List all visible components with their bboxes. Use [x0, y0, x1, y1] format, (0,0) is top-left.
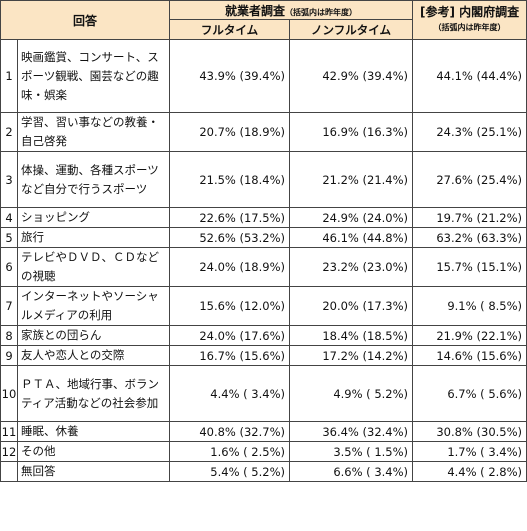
row-ref: 14.6% (15.6%) — [412, 345, 527, 366]
row-full: 20.7% (18.9%) — [169, 112, 291, 152]
table-row: 7 インターネットやソーシャルメディアの利用 15.6% (12.0%) 20.0% … — [0, 286, 527, 326]
survey-table: 回答 就業者調査（括弧内は昨年度） [参考] 内閣府調査 （括弧内は昨年度） フ… — [0, 0, 527, 482]
row-ref: 6.7% ( 5.6%) — [412, 365, 527, 422]
row-ref: 63.2% (63.3%) — [412, 227, 527, 248]
row-full: 16.7% (15.6%) — [169, 345, 291, 366]
header-nonfull: ノンフルタイム — [289, 19, 414, 40]
table-row: 4 ショッピング 22.6% (17.5%) 24.9% (24.0%) 19.7% (… — [0, 207, 527, 228]
row-item: 旅行 — [16, 227, 171, 248]
header-survey: 就業者調査（括弧内は昨年度） — [169, 0, 414, 20]
row-full: 15.6% (12.0%) — [169, 286, 291, 326]
row-ref: 21.9% (22.1%) — [412, 325, 527, 346]
row-ref: 19.7% (21.2%) — [412, 207, 527, 228]
row-ref: 1.7% ( 3.4%) — [412, 441, 527, 462]
table-row: 1 映画鑑賞、コンサート、スポーツ観戦、園芸などの趣味・娯楽 43.9% (39.4… — [0, 39, 527, 113]
row-number: 8 — [0, 325, 18, 346]
row-number: 7 — [0, 286, 18, 326]
row-nonfull: 42.9% (39.4%) — [289, 39, 414, 113]
table-row: 11 睡眠、休養 40.8% (32.7%) 36.4% (32.4%) 30.8% (… — [0, 421, 527, 442]
row-item: 体操、運動、各種スポーツなど自分で行うスポーツ — [16, 151, 171, 208]
row-full: 21.5% (18.4%) — [169, 151, 291, 208]
row-nonfull: 21.2% (21.4%) — [289, 151, 414, 208]
row-full: 52.6% (53.2%) — [169, 227, 291, 248]
row-number — [0, 461, 18, 482]
row-full: 24.0% (18.9%) — [169, 247, 291, 287]
table-row: 無回答 5.4% ( 5.2%) 6.6% ( 3.4%) 4.4% ( 2.8%) — [0, 461, 527, 482]
row-number: 2 — [0, 112, 18, 152]
row-nonfull: 18.4% (18.5%) — [289, 325, 414, 346]
row-item: 友人や恋人との交際 — [16, 345, 171, 366]
row-number: 6 — [0, 247, 18, 287]
row-number: 4 — [0, 207, 18, 228]
row-nonfull: 23.2% (23.0%) — [289, 247, 414, 287]
row-full: 1.6% ( 2.5%) — [169, 441, 291, 462]
row-number: 5 — [0, 227, 18, 248]
header-ref: [参考] 内閣府調査 （括弧内は昨年度） — [412, 0, 527, 40]
row-full: 43.9% (39.4%) — [169, 39, 291, 113]
row-full: 22.6% (17.5%) — [169, 207, 291, 228]
row-number: 12 — [0, 441, 18, 462]
row-number: 1 — [0, 39, 18, 113]
header-full: フルタイム — [169, 19, 291, 40]
row-item: 睡眠、休養 — [16, 421, 171, 442]
row-number: 11 — [0, 421, 18, 442]
row-full: 5.4% ( 5.2%) — [169, 461, 291, 482]
row-item: テレビやＤＶＤ、ＣＤなどの視聴 — [16, 247, 171, 287]
table-row: 5 旅行 52.6% (53.2%) 46.1% (44.8%) 63.2% (63.3… — [0, 227, 527, 248]
row-ref: 30.8% (30.5%) — [412, 421, 527, 442]
row-item: ＰＴＡ、地域行事、ボランティア活動などの社会参加 — [16, 365, 171, 422]
row-ref: 44.1% (44.4%) — [412, 39, 527, 113]
row-nonfull: 3.5% ( 1.5%) — [289, 441, 414, 462]
table-row: 2 学習、習い事などの教養・自己啓発 20.7% (18.9%) 16.9% (16.… — [0, 112, 527, 152]
row-nonfull: 20.0% (17.3%) — [289, 286, 414, 326]
row-number: 3 — [0, 151, 18, 208]
row-item: その他 — [16, 441, 171, 462]
header-ref-note: （括弧内は昨年度） — [433, 23, 506, 32]
row-ref: 24.3% (25.1%) — [412, 112, 527, 152]
row-nonfull: 17.2% (14.2%) — [289, 345, 414, 366]
row-ref: 15.7% (15.1%) — [412, 247, 527, 287]
header-survey-note: （括弧内は昨年度） — [285, 7, 358, 17]
row-item: 映画鑑賞、コンサート、スポーツ観戦、園芸などの趣味・娯楽 — [16, 39, 171, 113]
row-ref: 27.6% (25.4%) — [412, 151, 527, 208]
row-nonfull: 16.9% (16.3%) — [289, 112, 414, 152]
row-item: インターネットやソーシャルメディアの利用 — [16, 286, 171, 326]
row-nonfull: 6.6% ( 3.4%) — [289, 461, 414, 482]
row-number: 9 — [0, 345, 18, 366]
table-body: 1 映画鑑賞、コンサート、スポーツ観戦、園芸などの趣味・娯楽 43.9% (39.4… — [0, 39, 527, 482]
row-nonfull: 4.9% ( 5.2%) — [289, 365, 414, 422]
row-nonfull: 46.1% (44.8%) — [289, 227, 414, 248]
row-full: 40.8% (32.7%) — [169, 421, 291, 442]
row-full: 4.4% ( 3.4%) — [169, 365, 291, 422]
row-item: 家族との団らん — [16, 325, 171, 346]
table-row: 6 テレビやＤＶＤ、ＣＤなどの視聴 24.0% (18.9%) 23.2% (23.0… — [0, 247, 527, 287]
table-row: 10 ＰＴＡ、地域行事、ボランティア活動などの社会参加 4.4% ( 3.4%) 4.… — [0, 365, 527, 422]
row-number: 10 — [0, 365, 18, 422]
row-item: 無回答 — [16, 461, 171, 482]
table-row: 3 体操、運動、各種スポーツなど自分で行うスポーツ 21.5% (18.4%) 21.… — [0, 151, 527, 208]
header-survey-title: 就業者調査 — [225, 3, 286, 18]
row-nonfull: 24.9% (24.0%) — [289, 207, 414, 228]
row-ref: 9.1% ( 8.5%) — [412, 286, 527, 326]
table-row: 8 家族との団らん 24.0% (17.6%) 18.4% (18.5%) 21.9% … — [0, 325, 527, 346]
header-ref-title: [参考] 内閣府調査 — [419, 5, 520, 19]
row-ref: 4.4% ( 2.8%) — [412, 461, 527, 482]
table-row: 9 友人や恋人との交際 16.7% (15.6%) 17.2% (14.2%) 14.6… — [0, 345, 527, 366]
row-item: ショッピング — [16, 207, 171, 228]
row-item: 学習、習い事などの教養・自己啓発 — [16, 112, 171, 152]
table-row: 12 その他 1.6% ( 2.5%) 3.5% ( 1.5%) 1.7% ( 3.4%… — [0, 441, 527, 462]
row-nonfull: 36.4% (32.4%) — [289, 421, 414, 442]
header-answer: 回答 — [0, 0, 171, 40]
row-full: 24.0% (17.6%) — [169, 325, 291, 346]
